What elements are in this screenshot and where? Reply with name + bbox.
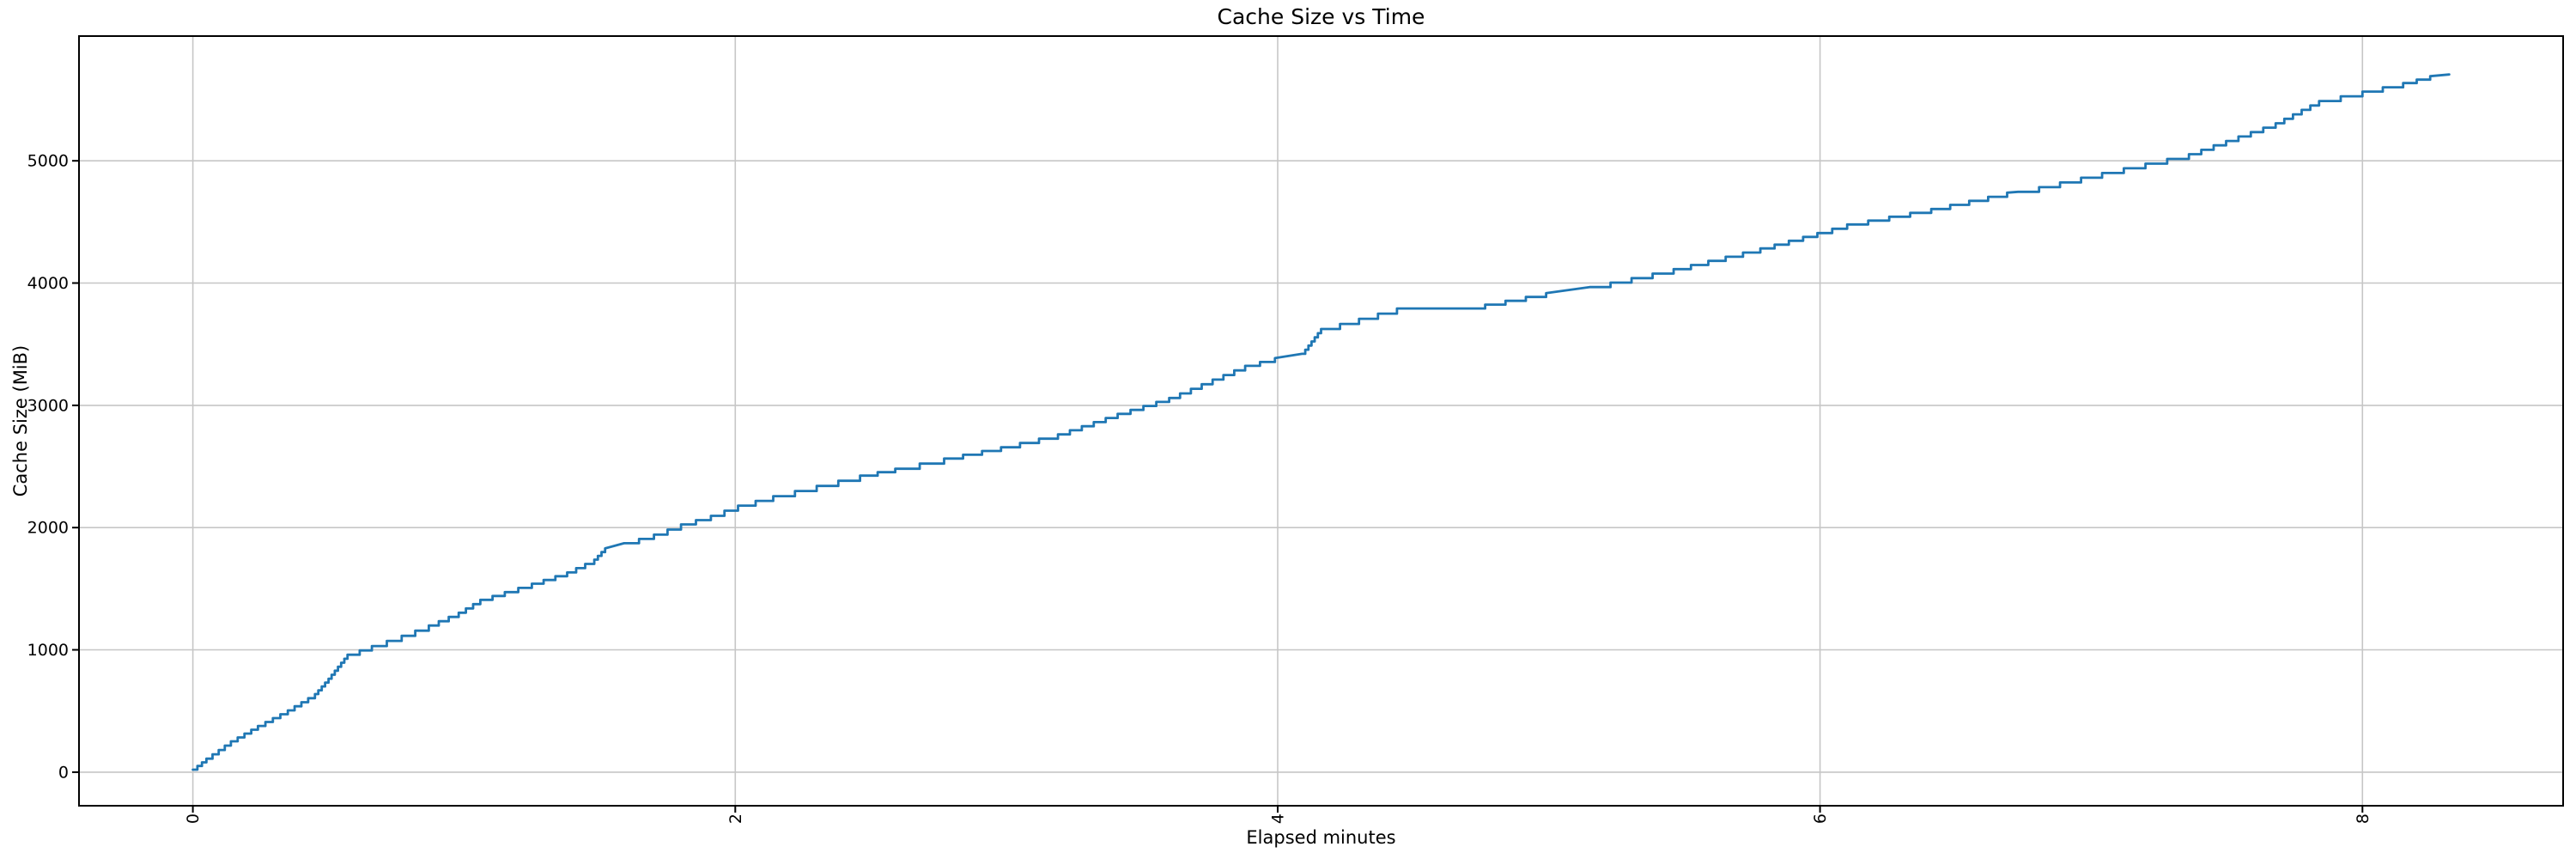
x-tick-label: 0: [184, 813, 203, 824]
y-tick-label: 5000: [27, 152, 69, 171]
x-axis-label: Elapsed minutes: [1246, 827, 1396, 848]
y-tick-label: 0: [58, 763, 69, 782]
x-tick-label: 4: [1269, 813, 1288, 824]
y-tick-label: 4000: [27, 274, 69, 293]
data-line-cache-size: [191, 73, 2451, 771]
chart-title: Cache Size vs Time: [1217, 4, 1425, 29]
y-axis-label: Cache Size (MiB): [10, 344, 31, 497]
x-tick-label: 2: [726, 813, 745, 824]
y-tick-label: 2000: [27, 519, 69, 538]
x-tick-label: 8: [2354, 813, 2372, 824]
x-tick-label: 6: [1811, 813, 1830, 824]
y-tick-label: 1000: [27, 641, 69, 660]
plot-border: [78, 35, 2564, 807]
y-tick-label: 3000: [27, 396, 69, 415]
